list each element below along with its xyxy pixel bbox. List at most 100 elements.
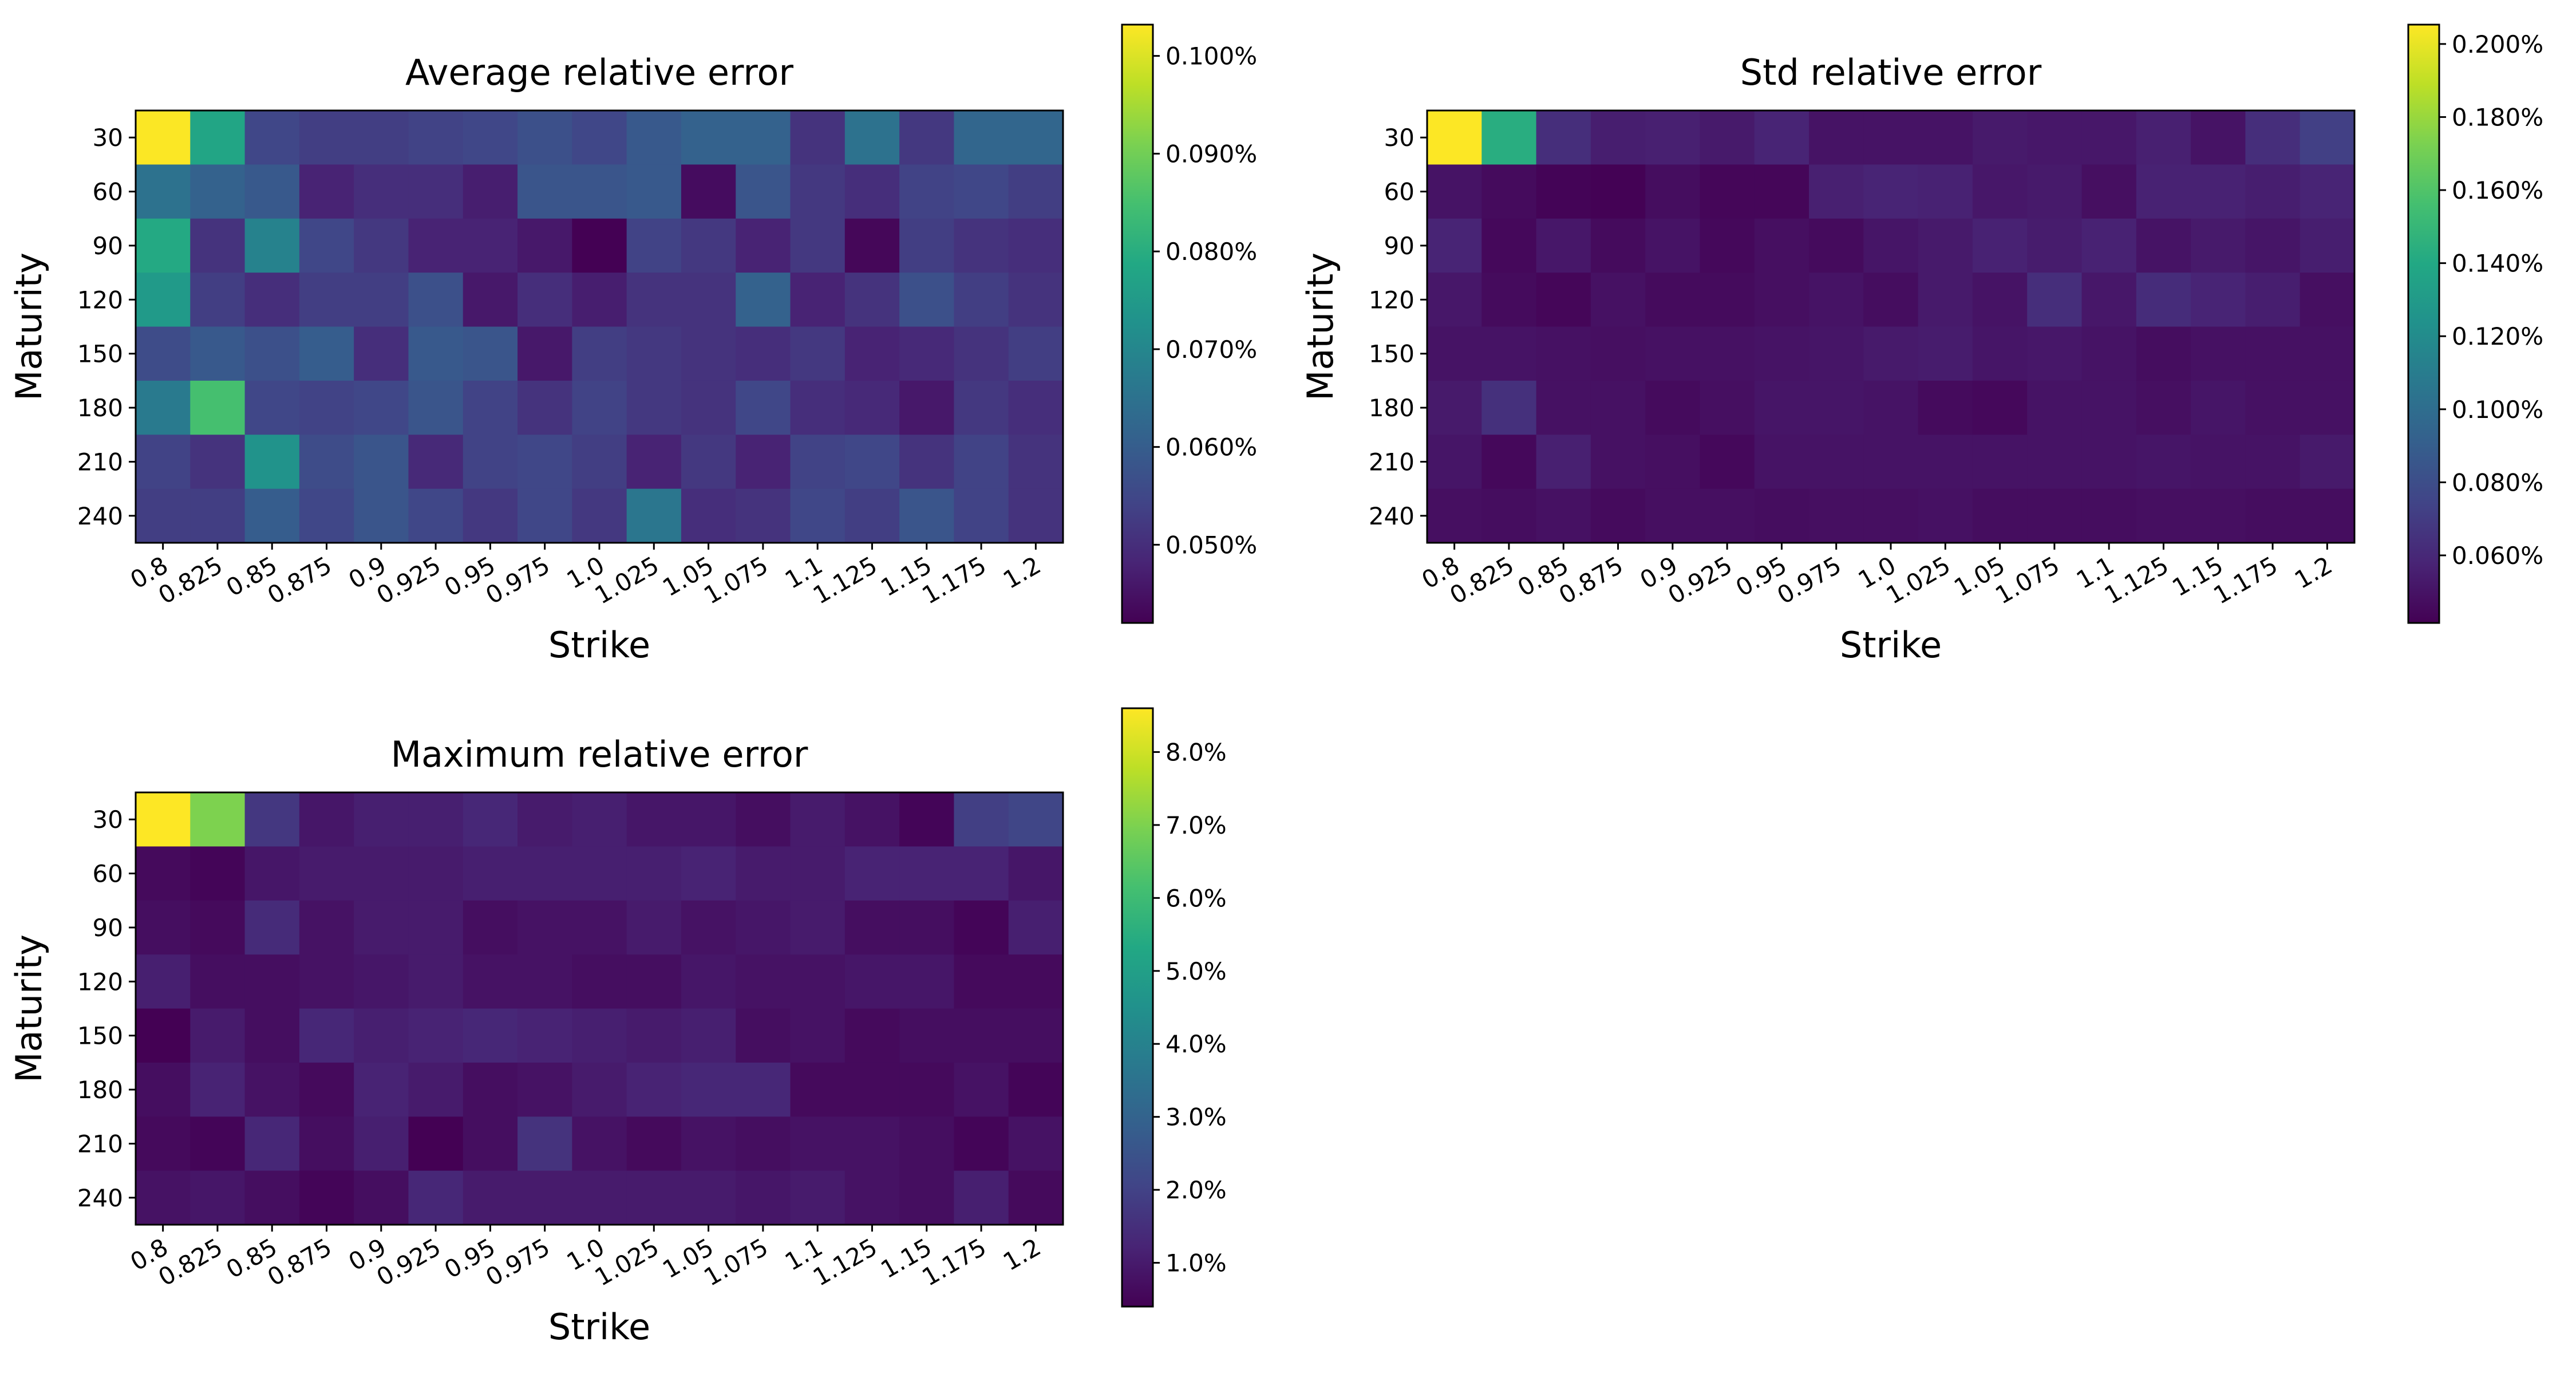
x-tick-label: 0.875 bbox=[263, 551, 337, 610]
heatmap-cell bbox=[1008, 1116, 1064, 1171]
x-tick-label: 1.175 bbox=[917, 1233, 991, 1292]
heatmap-cell bbox=[1590, 488, 1646, 543]
heatmap-cell bbox=[790, 326, 846, 381]
heatmap-cell bbox=[1536, 488, 1591, 543]
heatmap-cell bbox=[299, 380, 354, 435]
x-axis-label: Strike bbox=[1840, 624, 1942, 666]
y-tick-label: 210 bbox=[77, 448, 123, 476]
heatmap-cell bbox=[517, 488, 572, 543]
heatmap-cell bbox=[736, 326, 791, 381]
heatmap-cell bbox=[1918, 218, 1973, 273]
heatmap-cell bbox=[354, 900, 409, 955]
heatmap-cell bbox=[136, 954, 191, 1009]
heatmap-cell bbox=[244, 1170, 300, 1225]
heatmap-cell bbox=[136, 164, 191, 219]
heatmap-cell bbox=[1754, 273, 1809, 328]
heatmap-cell bbox=[2191, 435, 2246, 490]
heatmap-cell bbox=[1008, 164, 1064, 219]
heatmap-cell bbox=[463, 488, 518, 543]
heatmap-cell bbox=[790, 792, 846, 847]
heatmap-cell bbox=[2136, 380, 2191, 435]
heatmap-cell bbox=[2136, 435, 2191, 490]
heatmap-cell bbox=[1700, 326, 1755, 381]
heatmap-cell bbox=[299, 111, 354, 165]
heatmap-cell bbox=[790, 380, 846, 435]
heatmap-cell bbox=[190, 954, 246, 1009]
colorbar bbox=[2407, 23, 2440, 624]
heatmap-cell bbox=[626, 488, 682, 543]
heatmap-cell bbox=[1427, 273, 1482, 328]
heatmap-cell bbox=[1972, 273, 2028, 328]
heatmap-cell bbox=[299, 792, 354, 847]
heatmap-cell bbox=[626, 1062, 682, 1117]
heatmap-cell bbox=[517, 1170, 572, 1225]
heatmap-cell bbox=[354, 218, 409, 273]
heatmap-cell bbox=[681, 954, 736, 1009]
heatmap-cell bbox=[408, 1062, 464, 1117]
y-tick-label: 30 bbox=[93, 806, 123, 834]
heatmap-cell bbox=[244, 164, 300, 219]
heatmap-cell bbox=[1809, 380, 1864, 435]
heatmap-cell bbox=[408, 380, 464, 435]
y-tick-label: 120 bbox=[77, 286, 123, 314]
y-tick-label: 150 bbox=[1369, 340, 1415, 368]
colorbar-tick-label: 0.060% bbox=[1165, 433, 1257, 461]
heatmap-cell bbox=[517, 1116, 572, 1171]
heatmap-cell bbox=[954, 488, 1009, 543]
heatmap-cell bbox=[1427, 435, 1482, 490]
heatmap-cell bbox=[790, 900, 846, 955]
heatmap-cell bbox=[736, 1008, 791, 1063]
heatmap-cell bbox=[681, 900, 736, 955]
heatmap-cell bbox=[1754, 326, 1809, 381]
heatmap-cell bbox=[408, 1008, 464, 1063]
heatmap-cell bbox=[1972, 164, 2028, 219]
heatmap-cell bbox=[1863, 435, 1919, 490]
chart-title: Std relative error bbox=[1740, 52, 2042, 93]
heatmap-cell bbox=[136, 1170, 191, 1225]
heatmap-cell bbox=[2027, 273, 2083, 328]
heatmap-cell bbox=[1536, 218, 1591, 273]
heatmap-cell bbox=[1645, 218, 1701, 273]
heatmap-cell bbox=[899, 1008, 955, 1063]
heatmap-cell bbox=[408, 326, 464, 381]
heatmap-cell bbox=[572, 488, 627, 543]
heatmap-cell bbox=[2300, 435, 2355, 490]
heatmap-cell bbox=[517, 111, 572, 165]
heatmap-cell bbox=[899, 846, 955, 901]
heatmap-cell bbox=[1427, 326, 1482, 381]
heatmap-cell bbox=[626, 380, 682, 435]
heatmap-cell bbox=[844, 164, 900, 219]
colorbar-tick-label: 0.080% bbox=[2452, 468, 2543, 496]
heatmap-cell bbox=[190, 1116, 246, 1171]
heatmap-cell bbox=[190, 488, 246, 543]
heatmap-cell bbox=[626, 900, 682, 955]
heatmap-cell bbox=[790, 435, 846, 490]
x-tick-label: 0.825 bbox=[153, 551, 227, 610]
heatmap-cell bbox=[2245, 273, 2301, 328]
heatmap-cell bbox=[1008, 218, 1064, 273]
y-tick-label: 210 bbox=[1369, 448, 1415, 476]
heatmap-cell bbox=[2027, 488, 2083, 543]
x-tick-label: 0.925 bbox=[372, 551, 445, 610]
heatmap-cell bbox=[463, 846, 518, 901]
heatmap-cell bbox=[1645, 488, 1701, 543]
heatmap-cell bbox=[463, 792, 518, 847]
heatmap-cell bbox=[626, 954, 682, 1009]
heatmap-cell bbox=[736, 1170, 791, 1225]
heatmap-cell bbox=[2300, 111, 2355, 165]
heatmap-cell bbox=[1481, 273, 1537, 328]
heatmap-cell bbox=[2191, 111, 2246, 165]
heatmap-cell bbox=[354, 1116, 409, 1171]
heatmap-cell bbox=[2136, 218, 2191, 273]
heatmap-cell bbox=[136, 900, 191, 955]
heatmap-cell bbox=[244, 218, 300, 273]
y-tick-label: 150 bbox=[77, 340, 123, 368]
heatmap-cell bbox=[1863, 218, 1919, 273]
heatmap-cell bbox=[1863, 111, 1919, 165]
heatmap-cell bbox=[354, 954, 409, 1009]
heatmap-cell bbox=[517, 1062, 572, 1117]
x-tick-label: 1.175 bbox=[917, 551, 991, 610]
heatmap-cell bbox=[844, 380, 900, 435]
heatmap-cell bbox=[954, 380, 1009, 435]
x-axis-label: Strike bbox=[548, 1306, 650, 1348]
